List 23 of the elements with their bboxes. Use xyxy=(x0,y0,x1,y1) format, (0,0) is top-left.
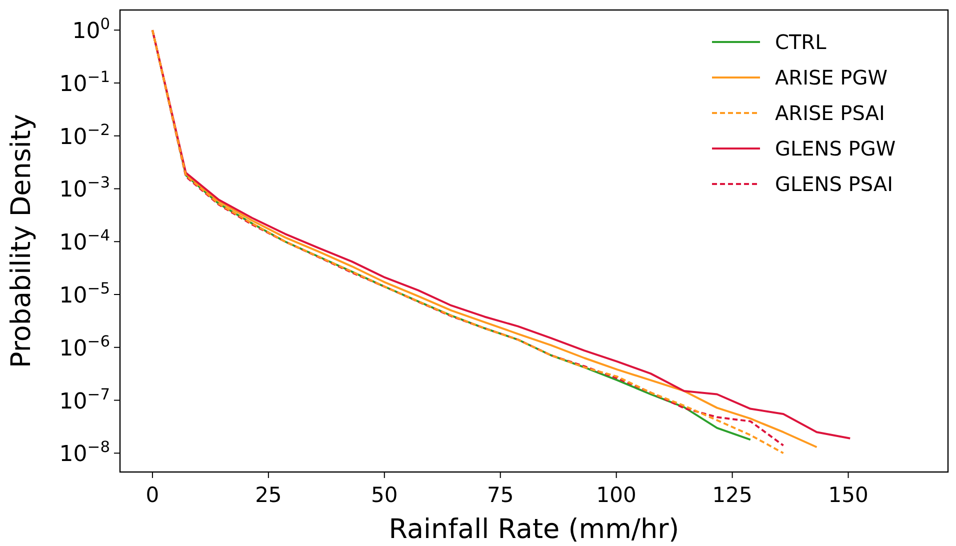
y-tick-label: 10$^{−3}$ xyxy=(59,174,110,203)
x-axis-title: Rainfall Rate (mm/hr) xyxy=(388,514,680,545)
legend-label: ARISE PSAI xyxy=(775,101,885,125)
x-tick-label: 50 xyxy=(371,483,398,507)
legend-label: GLENS PSAI xyxy=(775,172,893,196)
x-tick-label: 25 xyxy=(255,483,282,507)
y-tick-label: 10$^{−6}$ xyxy=(59,332,110,362)
legend-label: ARISE PGW xyxy=(775,66,888,90)
y-tick-label: 10$^{−7}$ xyxy=(59,385,110,414)
y-tick-label: 10$^{0}$ xyxy=(72,15,110,44)
y-tick-label: 10$^{−1}$ xyxy=(59,68,110,97)
x-tick-label: 0 xyxy=(146,483,160,507)
y-tick-label: 10$^{−4}$ xyxy=(59,226,110,256)
legend-label: CTRL xyxy=(775,30,828,54)
y-tick-label: 10$^{−5}$ xyxy=(59,280,110,309)
x-tick-label: 75 xyxy=(487,483,514,507)
x-tick-label: 100 xyxy=(596,483,636,507)
x-tick-label: 150 xyxy=(828,483,868,507)
y-tick-label: 10$^{−2}$ xyxy=(59,120,110,150)
legend-label: GLENS PGW xyxy=(775,136,896,160)
y-tick-label: 10$^{−8}$ xyxy=(59,438,110,468)
y-axis-title: Probability Density xyxy=(6,114,37,368)
x-tick-label: 125 xyxy=(712,483,752,507)
